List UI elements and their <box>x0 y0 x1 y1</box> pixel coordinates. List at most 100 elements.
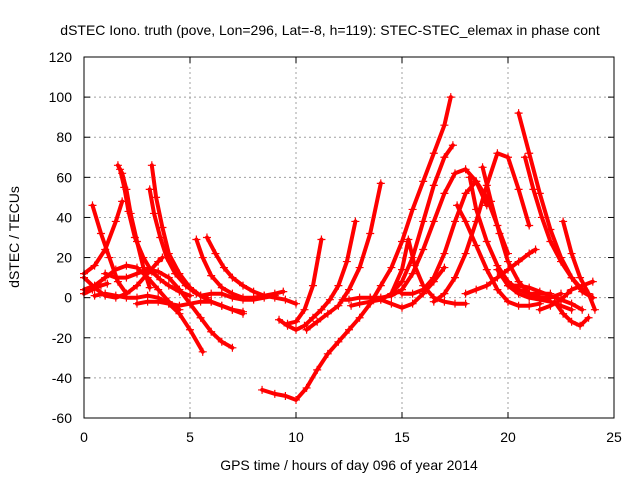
data-point <box>461 249 470 258</box>
data-point <box>493 265 502 274</box>
data-point <box>133 281 141 290</box>
data-point <box>122 273 131 282</box>
series-25 <box>429 149 534 306</box>
data-point <box>103 279 112 288</box>
data-point <box>451 299 459 308</box>
data-point <box>355 313 364 322</box>
data-point <box>342 257 351 266</box>
data-point <box>281 295 290 304</box>
data-point <box>366 293 375 302</box>
data-point <box>260 293 269 302</box>
data-point <box>429 297 438 306</box>
data-point <box>514 185 523 194</box>
data-point <box>531 245 540 254</box>
data-point <box>317 305 326 314</box>
data-point <box>228 305 237 314</box>
data-point <box>275 315 284 324</box>
data-point <box>525 221 534 230</box>
data-point <box>347 301 356 310</box>
data-point <box>302 325 311 334</box>
data-point <box>198 253 207 262</box>
data-point <box>143 297 152 306</box>
data-point <box>239 295 247 304</box>
data-point <box>96 229 105 238</box>
data-point <box>535 189 544 198</box>
data-point <box>313 317 322 326</box>
series-11 <box>145 185 211 302</box>
series-line <box>516 111 595 300</box>
data-point <box>590 305 599 314</box>
series-line <box>431 151 532 304</box>
data-point <box>495 229 504 238</box>
data-point <box>404 235 413 244</box>
data-point <box>139 253 148 262</box>
data-point <box>487 197 496 206</box>
series-17 <box>275 217 360 334</box>
data-point <box>202 233 211 242</box>
x-tick-label: 15 <box>394 429 410 445</box>
data-point <box>90 261 99 270</box>
data-point <box>164 273 173 282</box>
data-point <box>520 153 529 162</box>
data-point <box>366 229 375 238</box>
data-point <box>546 291 555 300</box>
data-point <box>546 237 555 246</box>
data-point <box>461 217 470 226</box>
data-point <box>557 257 565 266</box>
series-28 <box>478 163 565 302</box>
x-tick-label: 25 <box>606 429 622 445</box>
data-point <box>101 269 110 278</box>
data-point <box>398 237 406 246</box>
data-point <box>111 273 120 282</box>
data-point <box>448 141 457 150</box>
data-point <box>239 307 247 316</box>
series-6 <box>90 289 207 356</box>
data-point <box>440 249 449 258</box>
data-point <box>156 275 165 284</box>
data-point <box>186 299 194 308</box>
data-point <box>154 285 163 294</box>
axis-ticks <box>83 56 615 419</box>
data-point <box>525 293 534 302</box>
y-tick-label: -20 <box>52 330 72 346</box>
series-line <box>118 167 192 298</box>
data-point <box>207 327 216 336</box>
data-point <box>576 321 585 330</box>
x-tick-label: 5 <box>186 429 194 445</box>
data-point <box>147 161 156 170</box>
series-8 <box>116 165 194 300</box>
data-point <box>563 289 572 298</box>
data-point <box>323 349 332 358</box>
series-line <box>304 181 383 332</box>
data-point <box>440 289 449 298</box>
y-tick-label: 0 <box>64 290 72 306</box>
data-point <box>387 289 396 298</box>
data-point <box>514 109 523 118</box>
data-point <box>228 293 237 302</box>
data-point <box>408 299 417 308</box>
data-point <box>292 395 300 404</box>
chart-title: dSTEC Iono. truth (pove, Lon=296, Lat=-8… <box>60 22 600 38</box>
data-point <box>478 163 487 172</box>
data-point <box>472 285 481 294</box>
data-point <box>525 301 534 310</box>
data-point <box>122 293 131 302</box>
data-point <box>345 295 353 304</box>
data-point <box>525 249 534 258</box>
series-29 <box>461 245 540 298</box>
series-line <box>90 203 129 296</box>
data-point <box>186 291 194 300</box>
data-point <box>419 245 428 254</box>
y-tick-label: 20 <box>56 250 72 266</box>
y-tick-label: 100 <box>49 89 73 105</box>
data-point <box>279 287 288 296</box>
x-tick-label: 10 <box>288 429 304 445</box>
data-point <box>525 283 534 292</box>
data-point <box>440 189 449 198</box>
data-point <box>398 265 406 274</box>
data-point <box>300 321 309 330</box>
series-line <box>82 263 182 312</box>
x-tick-label: 20 <box>500 429 516 445</box>
series-line <box>205 235 298 306</box>
data-point <box>535 295 544 304</box>
